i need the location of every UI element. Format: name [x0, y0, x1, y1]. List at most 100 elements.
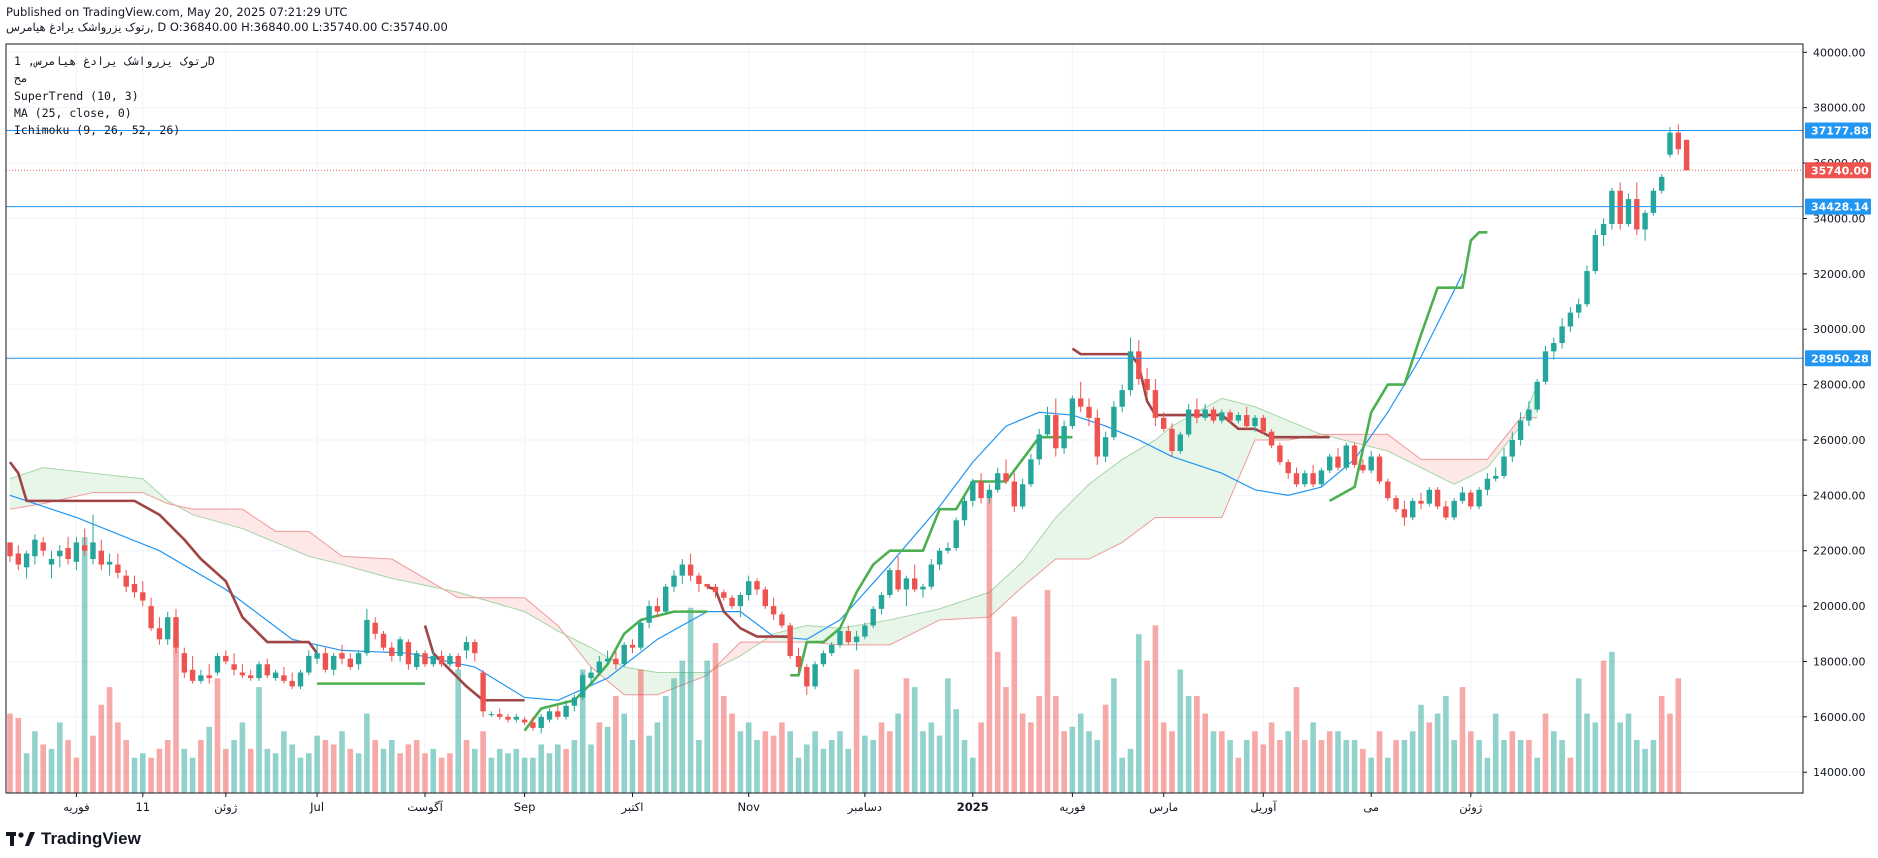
volume-bar: [978, 722, 984, 793]
time-tick-label: Sep: [514, 800, 536, 814]
candle-body: [82, 545, 88, 551]
candle-body: [1111, 406, 1117, 438]
volume-bar: [1434, 713, 1441, 793]
candle-body: [1650, 190, 1657, 213]
candle-body: [364, 619, 370, 654]
candle-body: [638, 622, 644, 648]
price-tick-label: 14000.00: [1813, 766, 1866, 779]
volume-bar: [364, 713, 370, 793]
tradingview-logo[interactable]: TradingView: [6, 828, 141, 850]
volume-bar: [828, 740, 835, 793]
time-tick-label: Nov: [737, 800, 760, 814]
volume-bar: [1468, 731, 1474, 793]
candle-body: [1600, 223, 1607, 236]
candle-body: [106, 561, 113, 565]
supertrend-up-segment: [790, 435, 1073, 677]
volume-bar: [347, 748, 354, 793]
time-tick-label: اکتبر: [621, 800, 644, 815]
candle-body: [1260, 417, 1266, 432]
candle-body: [372, 622, 378, 634]
volume-bar: [679, 660, 686, 793]
candle-body: [1667, 132, 1673, 155]
last-price-label: 35740.00: [1811, 164, 1869, 177]
volume-bar: [1409, 731, 1416, 793]
candle-body: [1642, 212, 1648, 230]
volume-bar: [1534, 757, 1540, 793]
candle-body: [546, 711, 553, 720]
volume-bar: [496, 748, 503, 793]
volume-bar: [862, 735, 868, 793]
candle-body: [770, 606, 777, 615]
volume-bar: [1094, 740, 1101, 793]
volume-bar: [488, 757, 495, 793]
supertrend-down-segment: [8, 461, 319, 654]
price-tick-label: 18000.00: [1813, 655, 1866, 668]
volume-bar: [1202, 713, 1208, 793]
volume-bar: [994, 651, 1001, 793]
candle-body: [239, 672, 246, 676]
candle-body: [65, 547, 71, 560]
volume-bar: [48, 748, 55, 793]
candle-body: [1609, 190, 1615, 224]
volume-bar: [1393, 740, 1399, 793]
volume-bar: [1053, 695, 1059, 793]
candle-body: [1310, 473, 1316, 485]
candle-body: [787, 625, 793, 656]
volume-bar: [214, 678, 221, 793]
candle-body: [73, 542, 80, 562]
volume-bar: [638, 669, 644, 793]
candle-body: [654, 606, 661, 612]
volume-bar: [1169, 731, 1175, 793]
volume-bar: [812, 731, 818, 793]
volume-bar: [339, 731, 345, 793]
legend-supertrend[interactable]: SuperTrend (10, 3): [14, 89, 139, 103]
candle-body: [397, 639, 403, 656]
volume-bar: [1219, 731, 1225, 793]
volume-bar: [961, 740, 968, 793]
volume-bar: [878, 722, 885, 793]
volume-bar: [1401, 740, 1408, 793]
volume-bar: [770, 735, 777, 793]
volume-bar: [870, 740, 876, 793]
candle-body: [173, 617, 179, 648]
volume-bar: [1310, 722, 1316, 793]
volume-bar: [704, 660, 710, 793]
legend-ichimoku[interactable]: Ichimoku (9, 26, 52, 26): [14, 123, 181, 137]
ichimoku-cloud: [9, 384, 1538, 696]
volume-bar: [745, 722, 752, 793]
candle-body: [903, 578, 910, 590]
volume-bar: [887, 731, 893, 793]
candle-body: [23, 553, 30, 568]
candle-body: [1501, 456, 1507, 476]
hline-price-label: 37177.88: [1811, 124, 1869, 137]
candle-body: [571, 697, 578, 706]
volume-bar: [530, 757, 536, 793]
volume-bar: [1177, 669, 1184, 793]
candle-body: [1517, 420, 1524, 440]
volume-bar: [911, 687, 918, 793]
price-tick-label: 26000.00: [1813, 434, 1866, 447]
volume-bar: [1459, 687, 1466, 793]
candle-body: [878, 595, 885, 609]
volume-bar: [1227, 740, 1233, 793]
volume-bar: [389, 740, 395, 793]
candle-body: [165, 617, 171, 640]
candle-body: [1194, 409, 1200, 418]
volume-bar: [737, 731, 744, 793]
candle-body: [331, 655, 337, 670]
legend-ma[interactable]: MA (25, close, 0): [14, 106, 132, 120]
volume-bar: [156, 748, 163, 793]
candle-body: [820, 653, 827, 665]
volume-bar: [953, 709, 959, 793]
volume-bar: [1152, 625, 1159, 793]
volume-bar: [281, 731, 287, 793]
candle-body: [430, 655, 436, 665]
volume-bar: [1600, 660, 1607, 793]
volume-bar: [1061, 731, 1067, 793]
candle-body: [140, 592, 146, 601]
candle-body: [248, 675, 254, 679]
volume-bar: [513, 748, 520, 793]
volume-bar: [206, 726, 212, 793]
volume-bar: [1102, 704, 1109, 793]
